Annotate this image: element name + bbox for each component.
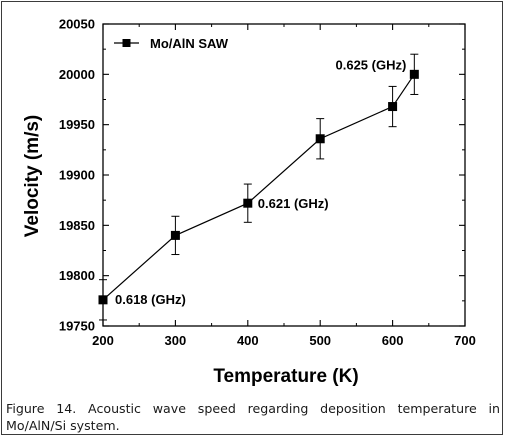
y-tick-label: 20050	[59, 17, 95, 32]
y-axis-title: Velocity (m/s)	[22, 115, 43, 238]
y-tick-label: 19750	[59, 319, 95, 334]
y-tick-label: 19800	[59, 268, 95, 283]
x-axis-title: Temperature (K)	[213, 366, 358, 387]
axis-ticks	[102, 23, 466, 327]
legend-marker	[122, 39, 131, 47]
tick-labels: 200 300 400 500 600 700 19750 19800 19850 19900 19…	[59, 17, 476, 349]
figure-caption: Figure 14. Acoustic wave speed regarding…	[6, 401, 500, 433]
y-tick-label: 19900	[59, 168, 95, 183]
y-tick-label: 19850	[59, 218, 95, 233]
x-tick-label: 400	[237, 333, 259, 348]
plot-frame	[102, 23, 466, 327]
data-point	[170, 230, 180, 240]
series-line	[102, 73, 415, 301]
plot-area	[102, 23, 466, 327]
x-tick-label: 500	[309, 333, 331, 348]
velocity-temperature-chart: 200 300 400 500 600 700 19750 19800 19850 19900 19…	[22, 17, 476, 388]
data-point	[98, 295, 108, 305]
y-tick-label: 20000	[59, 67, 95, 82]
data-point	[243, 198, 253, 208]
annotations: 0.618 (GHz) 0.621 (GHz) 0.625 (GHz)	[115, 57, 406, 306]
series-layer	[98, 53, 419, 321]
frequency-annotation: 0.621 (GHz)	[258, 196, 329, 211]
y-tick-label: 19950	[59, 117, 95, 132]
data-point	[315, 134, 325, 144]
x-tick-label: 700	[454, 333, 476, 348]
x-tick-label: 600	[382, 333, 404, 348]
frequency-annotation: 0.625 (GHz)	[336, 57, 407, 72]
x-tick-label: 200	[92, 333, 114, 348]
legend-label: Mo/AlN SAW	[150, 36, 229, 51]
data-point	[388, 102, 398, 112]
data-point	[409, 69, 419, 79]
frequency-annotation: 0.618 (GHz)	[115, 292, 186, 307]
x-tick-label: 300	[165, 333, 187, 348]
legend: Mo/AlN SAW	[114, 36, 229, 51]
